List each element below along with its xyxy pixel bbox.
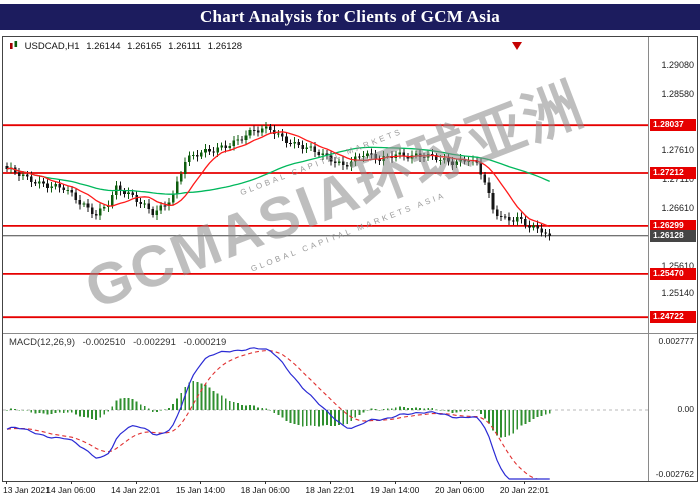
price-tick-label: 1.25610 [661, 260, 694, 271]
price-tick-label: 1.28580 [661, 88, 694, 99]
macd-scale[interactable]: 0.002777 0.00 -0.002762 [648, 334, 697, 481]
time-tick [6, 481, 7, 484]
current-price-badge: 1.26128 [650, 229, 696, 242]
time-tick [135, 481, 137, 484]
quote-high: 1.26165 [127, 41, 162, 52]
time-tick [330, 481, 331, 484]
time-label: 13 Jan 2021 [3, 485, 50, 495]
time-label: 14 Jan 22:01 [111, 485, 161, 495]
price-scale[interactable]: 1.290801.285801.276101.271101.266101.256… [648, 37, 697, 333]
time-axis[interactable]: 13 Jan 2021 14 Jan 06:00 14 Jan 22:01 15 Ja… [0, 481, 700, 499]
price-pane[interactable]: USDCAD,H1 1.26144 1.26165 1.26111 1.2612… [3, 37, 697, 334]
time-label: 20 Jan 22:01 [499, 485, 549, 495]
macd-scale-zero: 0.00 [677, 404, 694, 414]
candlestick-icon [10, 41, 18, 49]
page-title: Chart Analysis for Clients of GCM Asia [199, 7, 501, 26]
macd-value-signal: -0.002291 [133, 337, 176, 348]
quote-bar: USDCAD,H1 1.26144 1.26165 1.26111 1.2612… [9, 41, 246, 52]
macd-scale-min: -0.002762 [655, 469, 694, 479]
candles [5, 121, 551, 241]
time-tick [265, 481, 267, 484]
time-tick [394, 481, 396, 484]
time-label: 18 Jan 06:00 [240, 485, 290, 495]
macd-label-row: MACD(12,26,9) -0.002510 -0.002291 -0.000… [9, 337, 231, 348]
macd-indicator-label: MACD(12,26,9) [9, 337, 75, 348]
price-tick-label: 1.25140 [661, 288, 694, 299]
price-chart-canvas[interactable] [3, 37, 648, 333]
price-tick-label: 1.27610 [661, 144, 694, 155]
ma-fast-line [6, 131, 550, 228]
level-price-badge: 1.24722 [650, 311, 696, 324]
chart-window: USDCAD,H1 1.26144 1.26165 1.26111 1.2612… [2, 36, 698, 482]
time-tick [459, 481, 461, 484]
time-tick [524, 481, 526, 484]
support-resistance-lines [3, 124, 648, 319]
macd-main-line [6, 347, 550, 480]
time-label: 20 Jan 06:00 [435, 485, 485, 495]
quote-open: 1.26144 [86, 41, 121, 52]
level-price-badge: 1.26299 [650, 219, 696, 232]
level-price-badge: 1.25470 [650, 267, 696, 280]
time-label: 15 Jan 14:00 [175, 485, 225, 495]
time-label: 14 Jan 06:00 [46, 485, 96, 495]
time-label: 18 Jan 22:01 [305, 485, 355, 495]
macd-scale-max: 0.002777 [658, 336, 694, 346]
quote-close: 1.26128 [207, 41, 243, 52]
time-label: 19 Jan 14:00 [370, 485, 420, 495]
macd-pane[interactable]: MACD(12,26,9) -0.002510 -0.002291 -0.000… [3, 334, 697, 481]
symbol-timeframe: USDCAD,H1 [24, 41, 80, 52]
ma-slow-line [6, 146, 550, 195]
price-tick-label: 1.29080 [661, 59, 694, 70]
time-tick [70, 481, 72, 484]
chart-shift-marker-icon[interactable] [512, 42, 522, 50]
macd-histogram [6, 381, 551, 438]
macd-value-histogram: -0.000219 [183, 337, 227, 348]
time-tick [200, 481, 202, 484]
level-price-badge: 1.27212 [650, 167, 696, 179]
macd-chart-canvas[interactable] [3, 334, 648, 481]
level-price-badge: 1.28037 [650, 119, 696, 132]
price-tick-label: 1.26610 [661, 202, 694, 213]
title-bar: Chart Analysis for Clients of GCM Asia [0, 4, 700, 30]
quote-low: 1.26111 [168, 41, 202, 52]
macd-value-main: -0.002510 [82, 337, 126, 348]
macd-signal-line [6, 350, 550, 480]
